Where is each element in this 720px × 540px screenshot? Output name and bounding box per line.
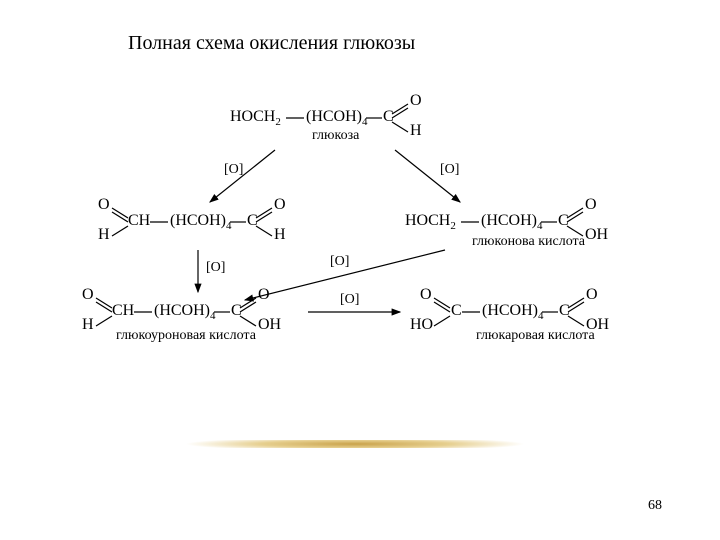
- page-title: Полная схема окисления глюкозы: [128, 32, 415, 55]
- glucar-ho-l: HO: [410, 316, 433, 334]
- glucar-c-l: C: [451, 302, 462, 320]
- gradient-bar: [120, 440, 590, 448]
- dial-o-r: O: [274, 196, 286, 214]
- glucose-hoch2: HOCH2: [230, 108, 281, 128]
- oxid-4: [O]: [330, 254, 349, 270]
- dial-ch-l: CH: [128, 212, 150, 230]
- glucar-o-r: O: [586, 286, 598, 304]
- glucose-o: O: [410, 92, 422, 110]
- oxid-5: [O]: [340, 292, 359, 308]
- oxid-3: [O]: [206, 260, 225, 276]
- dial-h-l: H: [98, 226, 110, 244]
- glucur-ch: CH: [112, 302, 134, 320]
- gluconic-oh: OH: [585, 226, 608, 244]
- glucur-name: глюкоуроновая кислота: [116, 328, 256, 344]
- gluconic-mid: (HCOH)4: [481, 212, 543, 232]
- glucose-mid: (HCOH)4: [306, 108, 368, 128]
- page-number: 68: [648, 498, 662, 514]
- glucur-o-l: O: [82, 286, 94, 304]
- glucur-c: C: [231, 302, 242, 320]
- glucur-mid: (HCOH)4: [154, 302, 216, 322]
- glucose-c: C: [383, 108, 394, 126]
- glucar-c-r: C: [559, 302, 570, 320]
- oxid-2: [O]: [440, 162, 459, 178]
- glucar-mid: (HCOH)4: [482, 302, 544, 322]
- glucar-name: глюкаровая кислота: [476, 328, 595, 344]
- dial-c-r: C: [247, 212, 258, 230]
- dial-h-r: H: [274, 226, 286, 244]
- gluconic-hoch2: HOCH2: [405, 212, 456, 232]
- glucose-h: H: [410, 122, 422, 140]
- oxid-1: [O]: [224, 162, 243, 178]
- gluconic-o: O: [585, 196, 597, 214]
- glucur-oh: OH: [258, 316, 281, 334]
- glucar-o-l: O: [420, 286, 432, 304]
- diagram-svg: [0, 0, 720, 540]
- glucose-name: глюкоза: [312, 128, 359, 144]
- gluconic-name: глюконова кислота: [472, 234, 585, 250]
- gluconic-c: C: [558, 212, 569, 230]
- dial-mid: (HCOH)4: [170, 212, 232, 232]
- glucur-o-r: O: [258, 286, 270, 304]
- dial-o-l: O: [98, 196, 110, 214]
- glucur-h-l: H: [82, 316, 94, 334]
